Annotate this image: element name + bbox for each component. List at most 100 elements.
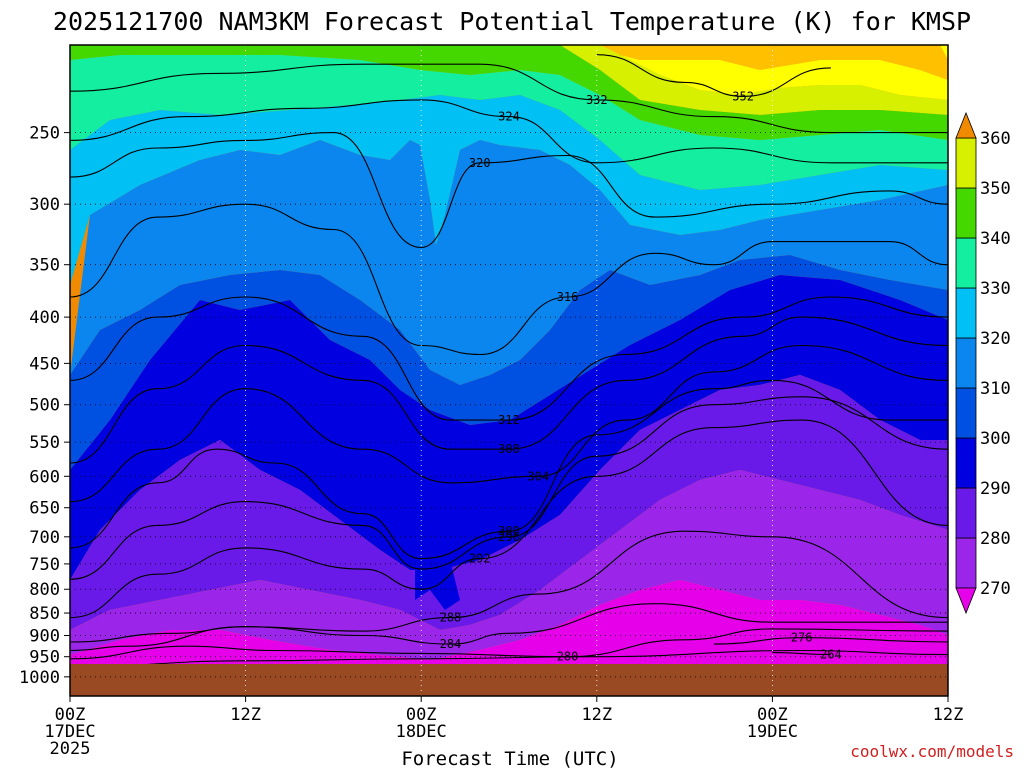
contour-label: 308 — [498, 442, 520, 456]
contour-theta-308 — [70, 316, 948, 464]
contour-label: 300 — [498, 524, 520, 538]
ground-fill — [70, 664, 948, 696]
chart-title: 2025121700 NAM3KM Forecast Potential Tem… — [53, 7, 971, 36]
band-350 — [70, 45, 948, 80]
band-310 — [70, 95, 948, 285]
contour-theta-320 — [70, 132, 948, 249]
band-300 — [70, 255, 948, 470]
contour-label: 284 — [440, 637, 462, 651]
contour-theta-270 — [70, 649, 948, 668]
contour-theta-280 — [70, 628, 948, 660]
band-290 — [70, 275, 948, 580]
colorbar-label: 330 — [980, 279, 1011, 299]
x-tick-date: 18DEC — [396, 722, 447, 742]
colorbar-segment — [955, 287, 977, 339]
y-tick-label: 700 — [29, 528, 60, 548]
colorbar-segment — [955, 187, 977, 239]
contour-theta-324 — [70, 99, 948, 164]
colorbar-segment — [955, 337, 977, 389]
colorbar-label: 270 — [980, 579, 1011, 599]
y-tick-label: 800 — [29, 580, 60, 600]
band-328 — [70, 45, 948, 140]
colorbar-label: 300 — [980, 429, 1011, 449]
contour-label: 288 — [440, 611, 462, 625]
y-axis: 2503003504004505005506006507007508008509… — [19, 124, 70, 688]
contour-theta-352 — [596, 54, 831, 97]
colorbar-label: 320 — [980, 329, 1011, 349]
y-tick-label: 1000 — [19, 668, 60, 688]
contour-theta-264 — [772, 652, 831, 656]
colorbar-bottom-extend — [955, 587, 977, 615]
colorbar-top-extend — [955, 111, 977, 139]
y-tick-label: 300 — [29, 195, 60, 215]
contour-theta-292 — [70, 419, 948, 619]
colorbar-segment — [955, 437, 977, 489]
plot-frame — [69, 44, 949, 697]
colorbar-segment — [955, 537, 977, 589]
contour-label: 304 — [527, 469, 549, 483]
contour-theta-312 — [70, 296, 948, 421]
colorbar-label: 310 — [980, 379, 1011, 399]
x-tick-date: 19DEC — [747, 722, 798, 742]
band-330 — [70, 45, 948, 115]
y-tick-label: 850 — [29, 604, 60, 624]
y-tick-label: 950 — [29, 648, 60, 668]
contour-theta-316 — [70, 203, 948, 356]
y-tick-label: 650 — [29, 499, 60, 519]
contour-label: 296 — [498, 530, 520, 544]
contour-theta-296 — [70, 396, 948, 580]
colorbar-segment — [955, 137, 977, 189]
band-284 — [70, 470, 948, 660]
band-280 — [70, 375, 948, 630]
contour-label: 320 — [469, 156, 491, 170]
contour-theta-288 — [70, 530, 948, 643]
colorbar-label: 280 — [980, 529, 1011, 549]
y-tick-label: 400 — [29, 308, 60, 328]
y-tick-label: 350 — [29, 256, 60, 276]
y-tick-label: 750 — [29, 555, 60, 575]
x-tick-label: 12Z — [581, 705, 612, 725]
contour-label: 264 — [820, 648, 842, 662]
grid-lines — [70, 45, 948, 696]
contour-label: 312 — [498, 413, 520, 427]
contour-theta-284 — [70, 603, 948, 652]
colorbar-segment — [955, 387, 977, 439]
band-340 — [70, 45, 948, 100]
x-tick-date: 17DEC — [44, 722, 95, 742]
contour-theta-332 — [70, 63, 948, 134]
colorbar: 270 280 290 300 310 320 330 340 350 360 — [955, 111, 1011, 615]
colorbar-label: 350 — [980, 179, 1011, 199]
x-tick-label: 00Z — [55, 705, 86, 725]
band-314 — [70, 140, 948, 385]
contour-label: 280 — [557, 650, 579, 664]
y-tick-label: 450 — [29, 354, 60, 374]
x-tick-label: 00Z — [757, 705, 788, 725]
colorbar-label: 340 — [980, 229, 1011, 249]
x-tick-label: 12Z — [230, 705, 261, 725]
contour-label: 324 — [498, 110, 520, 124]
x-tick-year: 2025 — [50, 739, 91, 759]
colorbar-label: 290 — [980, 479, 1011, 499]
contour-label: 276 — [791, 631, 813, 645]
y-tick-label: 500 — [29, 396, 60, 416]
y-tick-label: 550 — [29, 433, 60, 453]
contour-theta-276 — [713, 637, 948, 645]
credit-text: coolwx.com/models — [850, 742, 1014, 761]
x-tick-label: 00Z — [406, 705, 437, 725]
x-axis-label: Forecast Time (UTC) — [401, 748, 618, 768]
y-tick-label: 900 — [29, 626, 60, 646]
colorbar-segment — [955, 487, 977, 539]
colorbar-segment — [955, 237, 977, 289]
band-320 — [70, 55, 948, 190]
y-tick-label: 600 — [29, 467, 60, 487]
contour-label: 352 — [732, 89, 754, 103]
contour-label: 316 — [557, 290, 579, 304]
x-tick-label: 12Z — [933, 705, 964, 725]
contour-theta-304 — [70, 344, 948, 503]
contour-label: 292 — [469, 552, 491, 566]
y-tick-label: 250 — [29, 124, 60, 144]
